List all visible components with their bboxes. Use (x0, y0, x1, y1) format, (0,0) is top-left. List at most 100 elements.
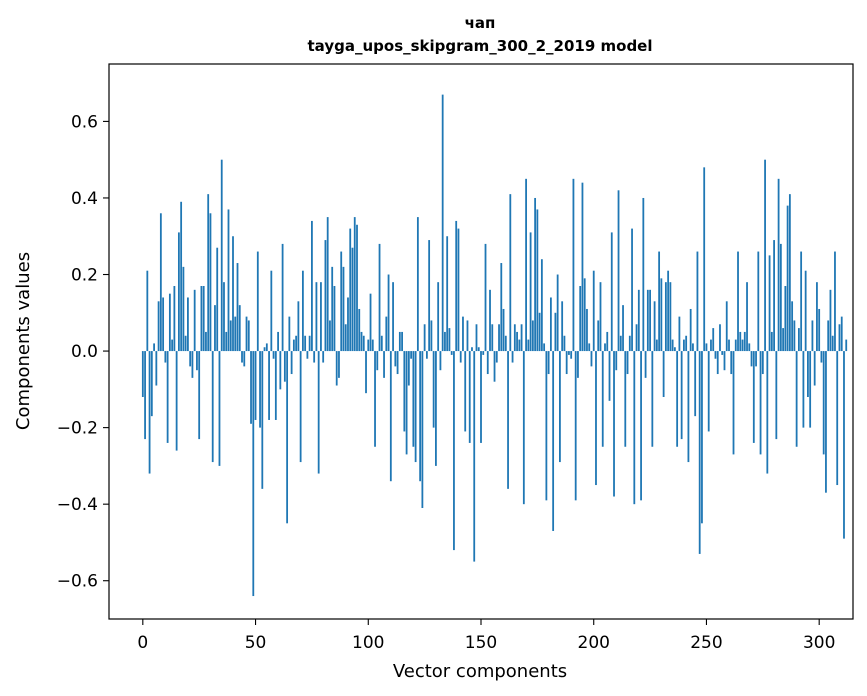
x-tick-label: 50 (245, 633, 267, 653)
bar (577, 351, 579, 378)
bar (664, 282, 667, 352)
bar (683, 339, 685, 352)
bar (322, 351, 325, 363)
bar (730, 351, 733, 375)
bar (340, 251, 343, 352)
bar (581, 182, 584, 352)
bar (522, 351, 525, 505)
bar (376, 351, 379, 371)
bar (721, 351, 724, 355)
bar (759, 351, 762, 455)
bar (649, 289, 651, 352)
bar (818, 308, 821, 352)
bar (536, 209, 539, 352)
bar (324, 240, 327, 352)
bar (338, 351, 340, 378)
bar (710, 339, 712, 352)
bar (840, 316, 843, 352)
bar (491, 324, 494, 352)
bar (552, 351, 555, 531)
bar (157, 301, 160, 352)
bar (734, 339, 737, 352)
bar (764, 159, 766, 352)
bar (601, 351, 604, 447)
bar (281, 243, 284, 352)
bar (288, 316, 291, 352)
bar (351, 247, 354, 352)
bar (383, 351, 385, 378)
bar (205, 331, 207, 352)
bar (770, 331, 773, 352)
bar (374, 351, 376, 447)
x-tick-label: 250 (690, 633, 722, 653)
bar (162, 297, 165, 352)
bar (570, 351, 573, 359)
bar (525, 178, 527, 352)
bar (171, 339, 174, 352)
chart-title-line-1: чап (465, 14, 496, 32)
bar (766, 351, 769, 474)
bar (419, 351, 422, 482)
bar (315, 282, 318, 352)
bar (306, 351, 309, 359)
bar (182, 266, 185, 352)
bar (356, 224, 358, 352)
x-tick-label: 200 (578, 633, 610, 653)
bar (640, 351, 642, 501)
bar (696, 251, 699, 352)
bar (425, 351, 428, 359)
x-axis: 0 50 100 150 200 250 300 (137, 619, 835, 653)
bar (272, 351, 275, 359)
bar (825, 351, 827, 493)
bar (816, 282, 818, 352)
bar (468, 351, 471, 443)
y-axis: −0.6 −0.4 −0.2 0.0 0.2 0.4 0.6 (57, 112, 109, 592)
bar (416, 217, 419, 352)
bar (444, 331, 446, 352)
bar (545, 351, 548, 501)
bar (290, 351, 293, 375)
bar (410, 351, 413, 359)
bar (610, 232, 613, 352)
bar (741, 339, 744, 352)
bar (342, 266, 345, 352)
bar (583, 278, 586, 352)
bar (698, 351, 701, 554)
bar (168, 293, 171, 352)
bar (655, 339, 658, 352)
bar (389, 351, 392, 482)
bar (725, 301, 728, 352)
x-tick-label: 150 (465, 633, 497, 653)
bar (509, 194, 512, 352)
bar (349, 228, 352, 352)
bar (274, 351, 277, 420)
bar (635, 324, 638, 352)
bar (358, 308, 361, 352)
bar (658, 251, 661, 352)
bar (193, 289, 196, 352)
bar (247, 320, 250, 352)
bar (180, 201, 183, 352)
bar (791, 301, 794, 352)
bar (261, 351, 264, 489)
bar (473, 351, 476, 562)
bar (608, 351, 611, 401)
bar (177, 232, 180, 352)
bar (694, 351, 697, 417)
bar (565, 351, 568, 375)
bar (216, 247, 219, 352)
bar (331, 266, 334, 352)
bar (527, 339, 530, 352)
bar (326, 217, 329, 352)
bar (507, 351, 509, 489)
bar (768, 255, 771, 352)
bar (705, 343, 708, 352)
bar (680, 351, 683, 440)
bar (421, 351, 424, 508)
bar (748, 343, 751, 352)
y-tick-label: 0.6 (71, 112, 98, 132)
bar (687, 351, 690, 463)
bar (455, 220, 458, 352)
bar (394, 351, 397, 367)
